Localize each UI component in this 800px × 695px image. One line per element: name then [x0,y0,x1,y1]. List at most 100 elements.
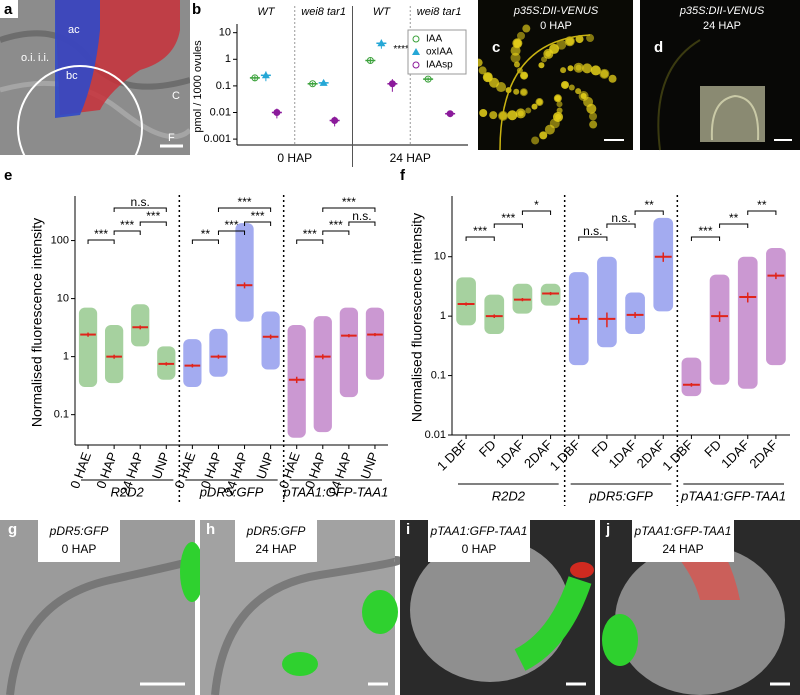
group-label: pTAA1:GFP-TAA1 [282,484,388,499]
ovule [615,545,785,695]
legend-label: IAAsp [426,60,453,71]
nucleus [519,88,528,97]
y-axis-label: Normalised fluorescence intensity [29,218,45,427]
panel-h [200,520,403,695]
nucleus [580,92,587,99]
data-spread [681,357,702,397]
image-title: p35S:DII-VENUS [679,5,765,17]
data-spread [235,223,254,322]
bracket [322,207,376,212]
gfp-signal [180,542,204,602]
x-tick-label: UNP [253,450,276,481]
panel-letter: c [492,39,500,56]
panel-letter: h [206,521,215,538]
annotation: **** [393,44,409,55]
x-tick-label: FD [476,437,499,460]
bracket [493,223,523,228]
annotation: i.i. [38,52,49,64]
nucleus [560,80,569,89]
annotation: F [168,132,175,144]
bracket [322,230,350,235]
significance: *** [238,195,252,209]
legend-marker [412,61,420,69]
data-spread [484,294,505,335]
image-title: pDR5:GFP [49,524,109,538]
nucleus [512,38,523,49]
annotation: bc [66,70,78,82]
data-spread [653,217,674,312]
point [366,57,374,65]
blue-overlay [55,0,100,118]
y-tick-label: 100 [51,234,69,246]
panel-g [0,520,204,695]
ellipse [17,65,143,155]
y-tick-label: 0.1 [216,80,231,92]
nucleus [525,107,532,114]
nucleus [608,74,617,83]
point [251,74,259,82]
stage-label: 24 HAP [390,151,431,165]
bracket [465,236,495,241]
nucleus [541,56,548,63]
red-signal [570,562,594,578]
nucleus [556,39,567,50]
y-axis-label: Normalised fluorescence intensity [409,213,425,422]
annotation: ac [68,24,80,36]
data-spread [313,316,332,433]
bracket [113,207,167,212]
nucleus [531,103,538,110]
point [424,75,432,83]
significance: *** [473,224,487,238]
nucleus [510,52,521,63]
nucleus [482,72,493,83]
annotation: C [172,90,180,102]
significance: ** [201,227,211,241]
gfp-signal [362,590,398,634]
significance: *** [329,218,343,232]
nucleus [553,94,562,103]
nucleus [544,124,555,135]
y-tick-label: 0.1 [431,369,446,381]
data-spread [365,307,385,380]
x-tick-label: UNP [149,450,172,481]
significance: *** [94,227,108,241]
significance: ** [757,198,767,212]
significance: *** [146,209,160,223]
y-tick-label: 10 [57,292,69,304]
data-spread [766,248,786,366]
x-tick-label: 1 DBF [434,437,471,474]
group-label: wei8 tar1 [417,6,462,18]
nucleus [556,107,563,114]
y-tick-label: 1 [63,351,69,363]
panel-letter: i [406,521,410,538]
significance: ** [644,198,654,212]
panel-letter: a [4,1,13,18]
x-tick-label: 1 DBF [659,437,696,474]
significance: *** [120,218,134,232]
legend-marker [412,48,420,55]
bracket [139,221,167,226]
nucleus [489,111,498,120]
panel-letter: j [605,521,610,538]
group-label: R2D2 [111,484,145,499]
image-subtitle: 24 HAP [703,20,741,32]
group-label: pDR5:GFP [588,488,653,503]
group-label: R2D2 [492,488,526,503]
significance: *** [251,209,265,223]
significance: *** [698,224,712,238]
x-tick-label: 1 DBF [547,437,584,474]
texture [657,39,701,151]
nucleus [478,66,487,75]
point [319,78,328,86]
panel-c [478,0,633,150]
nucleus [568,84,575,91]
gfp-signal [602,614,638,666]
nucleus [582,63,593,74]
group-label: WT [257,6,275,18]
x-tick-label: 2DAF [746,437,780,471]
significance: n.s. [352,209,371,223]
nucleus [517,110,524,117]
bracket [296,239,324,244]
point [377,39,386,47]
bracket [217,207,272,212]
